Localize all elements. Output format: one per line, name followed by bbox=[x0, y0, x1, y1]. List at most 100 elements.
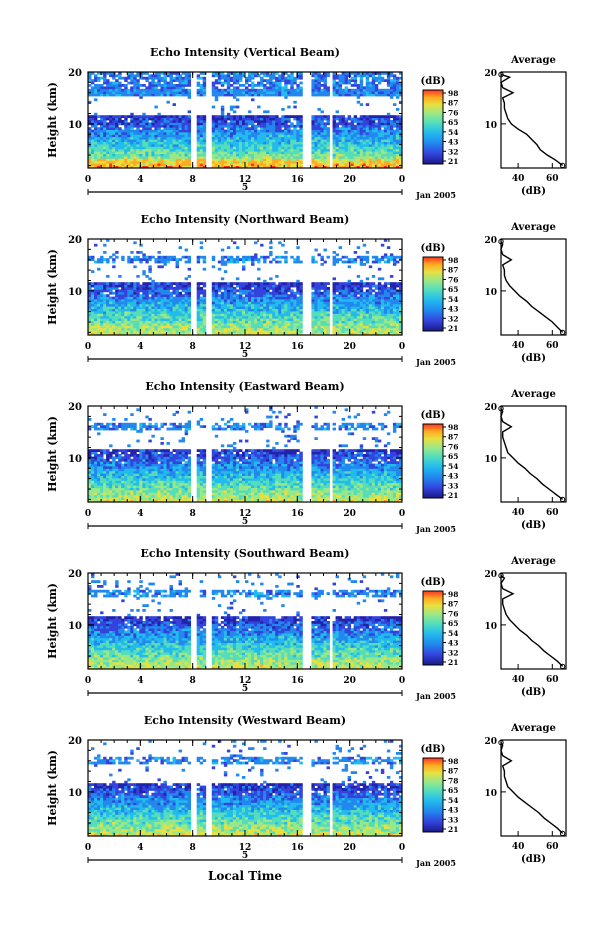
echo-cell bbox=[220, 306, 225, 309]
echo-cell bbox=[142, 134, 146, 138]
echo-cell bbox=[103, 93, 107, 97]
echo-cell bbox=[163, 86, 167, 90]
echo-cell bbox=[362, 139, 367, 142]
echo-cell bbox=[91, 72, 95, 75]
echo-cell bbox=[257, 299, 261, 302]
echo-cell bbox=[112, 76, 116, 80]
echo-cell bbox=[380, 296, 385, 300]
echo-cell bbox=[272, 313, 276, 317]
echo-cell bbox=[287, 158, 291, 162]
echo-cell bbox=[386, 146, 391, 150]
echo-cell bbox=[163, 301, 167, 305]
echo-cell bbox=[326, 117, 330, 121]
echo-cell bbox=[374, 318, 379, 321]
echo-cell bbox=[136, 299, 140, 302]
echo-cell bbox=[290, 134, 294, 138]
echo-cell bbox=[377, 139, 382, 142]
echo-cell bbox=[88, 127, 92, 130]
echo-cell bbox=[332, 148, 336, 152]
echo-cell bbox=[199, 296, 204, 300]
echo-cell bbox=[368, 81, 373, 85]
echo-cell bbox=[278, 146, 282, 150]
echo-cell bbox=[299, 163, 303, 166]
echo-cell bbox=[254, 325, 258, 329]
echo-cell bbox=[278, 306, 282, 309]
echo-cell bbox=[145, 313, 149, 317]
echo-cell bbox=[202, 299, 207, 302]
echo-cell bbox=[100, 156, 104, 159]
echo-cell bbox=[241, 151, 246, 154]
echo-cell bbox=[365, 72, 370, 75]
echo-cell bbox=[341, 79, 346, 82]
echo-cell bbox=[284, 308, 288, 312]
echo-cell bbox=[103, 136, 107, 140]
echo-cell bbox=[368, 134, 373, 138]
echo-cell bbox=[184, 124, 189, 128]
echo-cell bbox=[371, 313, 376, 317]
echo-cell bbox=[103, 323, 107, 326]
echo-cell bbox=[130, 93, 134, 97]
echo-cell bbox=[380, 160, 385, 164]
echo-cell bbox=[314, 303, 318, 307]
panel-title: Echo Intensity (Northward Beam) bbox=[141, 213, 350, 226]
echo-cell bbox=[383, 313, 388, 317]
echo-cell bbox=[320, 284, 324, 288]
echo-cell bbox=[365, 156, 370, 159]
echo-cell bbox=[395, 124, 400, 128]
echo-cell bbox=[383, 311, 388, 314]
echo-cell bbox=[133, 289, 137, 293]
echo-cell bbox=[383, 115, 388, 118]
echo-cell bbox=[226, 296, 231, 300]
echo-cell bbox=[202, 129, 207, 133]
echo-cell bbox=[106, 148, 110, 152]
echo-cell bbox=[175, 144, 179, 147]
echo-cell bbox=[386, 301, 391, 305]
echo-cell bbox=[142, 88, 146, 92]
echo-cell bbox=[130, 124, 134, 128]
echo-cell bbox=[311, 88, 315, 92]
echo-cell bbox=[368, 132, 373, 135]
echo-cell bbox=[133, 129, 137, 133]
echo-cell bbox=[121, 156, 125, 159]
echo-cell bbox=[272, 139, 276, 142]
echo-cell bbox=[88, 296, 92, 300]
echo-cell bbox=[299, 158, 303, 162]
echo-cell bbox=[151, 289, 155, 293]
echo-cell bbox=[398, 115, 403, 118]
echo-cell bbox=[320, 84, 324, 87]
echo-cell bbox=[317, 74, 321, 78]
echo-cell bbox=[145, 303, 149, 307]
echo-cell bbox=[115, 115, 119, 118]
echo-cell bbox=[284, 325, 288, 329]
echo-cell bbox=[392, 313, 397, 317]
echo-cell bbox=[160, 165, 164, 169]
echo-cell bbox=[211, 72, 216, 75]
echo-cell bbox=[287, 136, 291, 140]
echo-cell bbox=[326, 153, 330, 157]
echo-cell bbox=[326, 93, 330, 97]
echo-cell bbox=[91, 134, 95, 138]
echo-cell bbox=[154, 315, 158, 319]
echo-cell bbox=[296, 289, 300, 293]
echo-cell bbox=[178, 76, 182, 80]
echo-cell bbox=[187, 287, 192, 290]
echo-cell bbox=[377, 132, 382, 135]
echo-cell bbox=[398, 296, 403, 300]
echo-cell bbox=[238, 163, 243, 166]
echo-cell bbox=[263, 327, 267, 331]
echo-cell bbox=[133, 139, 137, 142]
echo-cell bbox=[326, 91, 330, 94]
profile-xtick-label: 40 bbox=[512, 174, 525, 184]
echo-cell bbox=[238, 287, 243, 290]
echo-cell bbox=[115, 127, 119, 130]
echo-cell bbox=[254, 148, 258, 152]
echo-cell bbox=[383, 160, 388, 164]
echo-cell bbox=[254, 284, 258, 288]
echo-cell bbox=[311, 291, 315, 295]
echo-cell bbox=[238, 158, 243, 162]
echo-cell bbox=[290, 325, 294, 329]
echo-cell bbox=[278, 318, 282, 321]
echo-cell bbox=[223, 330, 228, 333]
echo-cell bbox=[100, 115, 104, 118]
echo-cell bbox=[214, 134, 219, 138]
